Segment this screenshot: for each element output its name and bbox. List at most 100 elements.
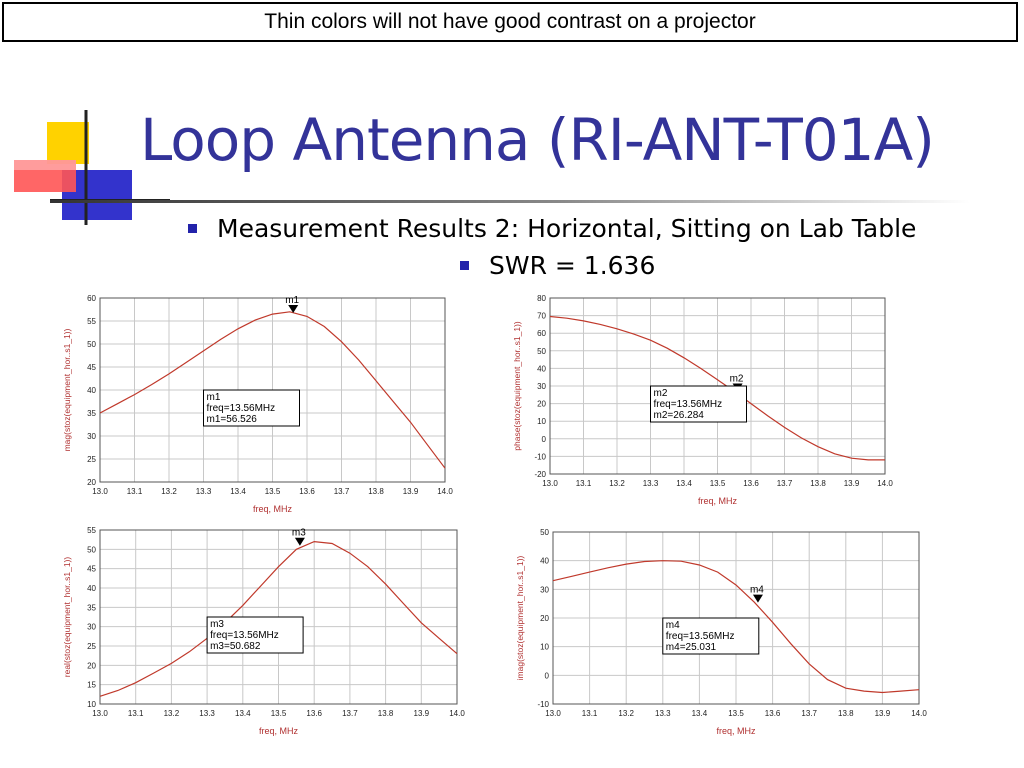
y-tick-label: 30: [87, 432, 96, 441]
x-tick-label: 13.5: [710, 479, 726, 488]
y-tick-label: 50: [540, 528, 549, 537]
y-tick-label: 35: [87, 409, 96, 418]
marker-readout-line: m3=50.682: [210, 641, 261, 652]
x-tick-label: 13.5: [265, 487, 281, 496]
y-tick-label: 30: [537, 382, 546, 391]
x-tick-label: 13.9: [414, 709, 430, 718]
marker-name: m2: [730, 374, 744, 385]
contrast-warning-banner: Thin colors will not have good contrast …: [2, 2, 1018, 42]
x-tick-label: 13.3: [199, 709, 215, 718]
x-tick-label: 13.6: [299, 487, 315, 496]
y-tick-label: 20: [87, 478, 96, 487]
plot-frame: [552, 531, 920, 705]
y-tick-label: 45: [87, 363, 96, 372]
x-tick-label: 13.0: [542, 479, 558, 488]
x-tick-label: 13.3: [655, 709, 671, 718]
marker-triangle: [294, 537, 305, 546]
y-axis-label: mag(stoz(equipment_hor..s1_1)): [62, 328, 72, 451]
x-tick-label: 13.4: [692, 709, 708, 718]
y-tick-label: 25: [87, 642, 96, 651]
series-line: [549, 315, 885, 461]
imaginary-part-plot: 13.0 13.1 13.2 13.3 13.4 13.5 13.6 13.7 13.8 13.9…: [515, 528, 927, 736]
y-tick-label: 40: [540, 557, 549, 566]
bullet-square-icon: [460, 260, 469, 270]
y-tick-label: 0: [542, 435, 547, 444]
y-tick-label: 25: [87, 455, 96, 464]
x-tick-label: 13.5: [271, 709, 287, 718]
y-tick-label: 40: [87, 386, 96, 395]
bullet-square-icon: [188, 223, 197, 233]
y-tick-label: 20: [540, 614, 549, 623]
x-tick-label: 13.5: [728, 709, 744, 718]
y-tick-label: 35: [87, 603, 96, 612]
marker-readout-line: m4: [666, 620, 680, 631]
marker-name: m3: [292, 528, 306, 539]
x-tick-label: 13.9: [844, 479, 860, 488]
marker-readout-line: freq=13.56MHz: [210, 630, 279, 641]
y-axis-label: phase(stoz(equipment_hor..s1_1)): [512, 321, 522, 451]
series-line: [99, 540, 458, 697]
x-tick-label: 13.3: [643, 479, 659, 488]
y-tick-label: 15: [87, 681, 96, 690]
y-tick-label: 30: [540, 585, 549, 594]
x-tick-label: 13.8: [838, 709, 854, 718]
x-tick-label: 14.0: [437, 487, 453, 496]
marker-name: m1: [285, 295, 299, 306]
x-tick-label: 13.1: [576, 479, 592, 488]
y-tick-label: -10: [537, 700, 549, 709]
x-tick-label: 13.7: [777, 479, 793, 488]
y-axis-label: real(stoz(equipment_hor..s1_1)): [62, 557, 72, 678]
marker-triangle: [752, 594, 763, 603]
marker-readout-line: m1=56.526: [207, 414, 258, 425]
y-tick-label: 50: [87, 545, 96, 554]
x-tick-label: 13.2: [161, 487, 177, 496]
x-tick-label: 13.0: [92, 487, 108, 496]
y-tick-label: 20: [87, 661, 96, 670]
x-tick-label: 13.1: [127, 487, 143, 496]
marker-readout-line: m4=25.031: [666, 642, 717, 653]
x-tick-label: 14.0: [911, 709, 927, 718]
magnitude-plot: 13.0 13.1 13.2 13.3 13.4 13.5 13.6 13.7 13.8 13.9…: [62, 294, 453, 514]
marker-readout-line: m1: [207, 392, 221, 403]
y-tick-label: -10: [534, 452, 546, 461]
y-tick-label: 80: [537, 294, 546, 303]
x-tick-label: 13.3: [196, 487, 212, 496]
x-tick-label: 13.1: [582, 709, 598, 718]
y-tick-label: -20: [534, 470, 546, 479]
y-axis-label: imag(stoz(equipment_hor..s1_1)): [515, 555, 525, 680]
marker-readout-line: freq=13.56MHz: [654, 399, 723, 410]
y-tick-label: 10: [537, 417, 546, 426]
y-tick-label: 10: [540, 643, 549, 652]
y-tick-label: 20: [537, 400, 546, 409]
marker-readout-line: freq=13.56MHz: [666, 631, 735, 642]
y-tick-label: 30: [87, 623, 96, 632]
x-tick-label: 13.2: [164, 709, 180, 718]
plot-frame: [549, 297, 886, 475]
x-tick-label: 13.0: [545, 709, 561, 718]
x-tick-label: 13.4: [676, 479, 692, 488]
x-tick-label: 14.0: [449, 709, 465, 718]
bullet-text: SWR = 1.636: [489, 251, 656, 280]
series-line: [552, 560, 920, 694]
x-tick-label: 13.4: [235, 709, 251, 718]
x-tick-label: 13.6: [306, 709, 322, 718]
marker-readout-line: m2=26.284: [654, 410, 705, 421]
marker-readout-line: m3: [210, 619, 224, 630]
marker-readout-box: [662, 617, 760, 655]
x-tick-label: 13.8: [378, 709, 394, 718]
y-tick-label: 40: [87, 584, 96, 593]
marker-readout-box: [206, 616, 304, 654]
x-tick-label: 13.6: [743, 479, 759, 488]
slide-title: Loop Antenna (RI-ANT-T01A): [140, 106, 935, 174]
y-tick-label: 0: [545, 671, 550, 680]
x-axis-label: freq, MHz: [698, 496, 738, 506]
y-tick-label: 55: [87, 317, 96, 326]
plot-frame: [99, 529, 458, 705]
y-tick-label: 70: [537, 312, 546, 321]
marker-triangle: [288, 304, 299, 313]
y-tick-label: 45: [87, 565, 96, 574]
marker-readout-line: freq=13.56MHz: [207, 403, 276, 414]
x-axis-label: freq, MHz: [253, 504, 293, 514]
y-tick-label: 60: [537, 329, 546, 338]
y-tick-label: 55: [87, 526, 96, 535]
